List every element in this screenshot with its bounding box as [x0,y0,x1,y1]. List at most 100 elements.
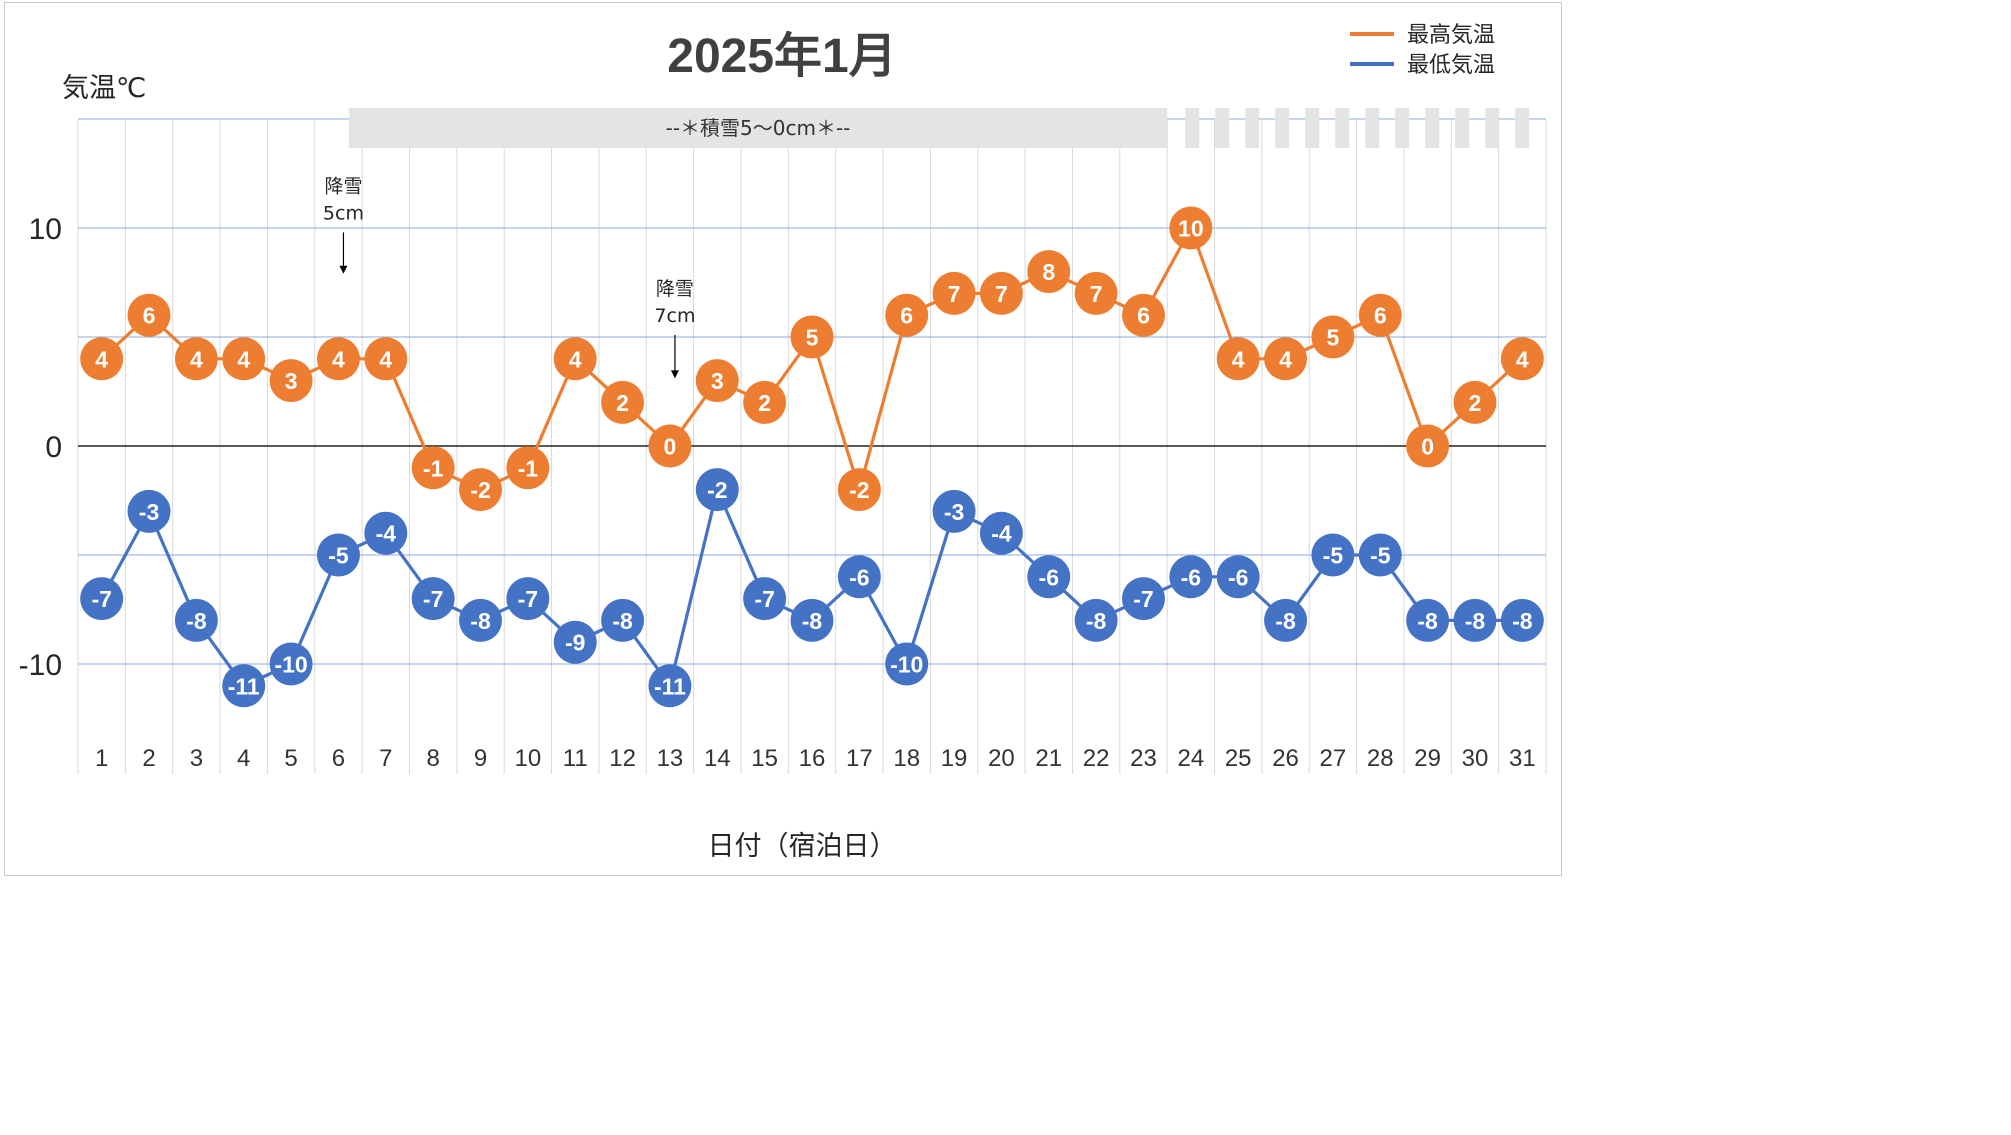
data-label: -4 [991,521,1012,547]
data-point [648,424,692,468]
temperature-chart: --＊積雪5～0cm＊-- 降雪 5cm 降雪 7cm 4 6 4 4 3 4 4 -1 -2 -1 4 2… [19,23,1547,862]
data-label: 4 [190,346,203,372]
data-label: -5 [1323,543,1344,569]
data-label: 3 [285,368,298,394]
data-point [1027,555,1071,599]
data-label: -2 [470,477,490,503]
data-label: -7 [518,586,538,612]
x-tick-label: 22 [1083,745,1110,772]
data-label: 8 [1042,259,1055,285]
data-point [269,642,313,686]
data-point [316,533,360,577]
data-label: 0 [664,434,677,460]
x-tick-label: 26 [1272,745,1299,772]
snow-band-dash [1275,108,1290,148]
data-point [127,293,171,337]
data-point [1216,555,1260,599]
data-label: 4 [95,346,108,372]
series-max: 4 6 4 4 3 4 4 -1 -2 -1 4 2 0 3 2 5 -2 6 7 7 8 7 6 10 4 4 5 6 0 2 4 [80,206,1544,512]
snow-band-dash [1305,108,1320,148]
snowfall-annotation-text: 5cm [323,202,364,224]
data-label: -8 [1417,608,1438,634]
data-label: 4 [379,346,392,372]
data-point [411,577,455,621]
x-tick-label: 2 [142,745,155,772]
data-point [837,468,881,512]
data-label: 0 [1421,434,1434,460]
y-tick-label: 10 [29,213,62,246]
data-label: -1 [423,455,444,481]
x-tick-label: 9 [474,745,487,772]
data-point [979,511,1023,555]
snow-band-dash [1365,108,1380,148]
data-label: -7 [91,586,111,612]
data-point [1264,598,1308,642]
data-point [885,293,929,337]
data-point [174,337,218,381]
data-point [506,577,550,621]
data-point [506,446,550,490]
data-label: -8 [802,608,823,634]
x-tick-label: 8 [426,745,439,772]
data-label: 6 [1374,303,1387,329]
data-point [316,337,360,381]
data-label: -2 [849,477,869,503]
data-point [1074,598,1118,642]
data-point [1216,337,1260,381]
snow-band-dash [1335,108,1350,148]
data-point [1453,380,1497,424]
data-point [932,271,976,315]
chart-frame [4,2,1562,876]
x-tick-label: 1 [95,745,108,772]
data-label: -1 [518,455,539,481]
data-point [1264,337,1308,381]
x-tick-label: 14 [704,745,731,772]
data-point [222,664,266,708]
data-point [1406,424,1450,468]
data-point [411,446,455,490]
data-label: 2 [616,390,629,416]
snow-band-dash [1185,108,1200,148]
data-label: -11 [654,673,686,699]
x-tick-label: 15 [751,745,778,772]
x-tick-label: 12 [609,745,636,772]
data-label: -8 [1086,608,1107,634]
x-tick-label: 11 [563,745,588,772]
x-tick-label: 21 [1035,745,1062,772]
data-label: -6 [1228,564,1248,590]
data-point [790,315,834,359]
data-label: 6 [143,303,156,329]
data-label: -7 [754,586,774,612]
data-point [364,337,408,381]
data-point [459,598,503,642]
data-label: -6 [1181,564,1201,590]
data-label: -10 [890,652,923,678]
data-point [127,489,171,533]
x-tick-label: 24 [1177,745,1204,772]
data-label: -4 [376,521,397,547]
x-tick-label: 20 [988,745,1015,772]
data-label: 7 [948,281,961,307]
data-label: 4 [1232,346,1245,372]
data-label: -8 [470,608,491,634]
snowfall-annotation-text: 降雪 [656,278,694,300]
data-point [1027,250,1071,294]
data-point [1169,555,1213,599]
x-tick-label: 17 [846,745,873,772]
data-label: -7 [423,586,443,612]
data-label: 6 [900,303,913,329]
series-min: -7 -3 -8 -11 -10 -5 -4 -7 -8 -7 -9 -8 -11 -2 -7 -8 -6 -10… [80,468,1544,708]
y-tick-label: 0 [45,431,62,464]
y-tick-label: -10 [19,649,62,682]
data-label: -11 [228,673,260,699]
data-point [1453,598,1497,642]
x-tick-label: 10 [515,745,542,772]
x-tick-label: 30 [1462,745,1489,772]
x-tick-label: 13 [657,745,684,772]
data-point [1074,271,1118,315]
data-label: -6 [1039,564,1059,590]
x-tick-label: 19 [941,745,968,772]
snowfall-annotation-text: 7cm [654,305,695,327]
data-label: -2 [707,477,727,503]
data-label: -5 [1370,543,1391,569]
